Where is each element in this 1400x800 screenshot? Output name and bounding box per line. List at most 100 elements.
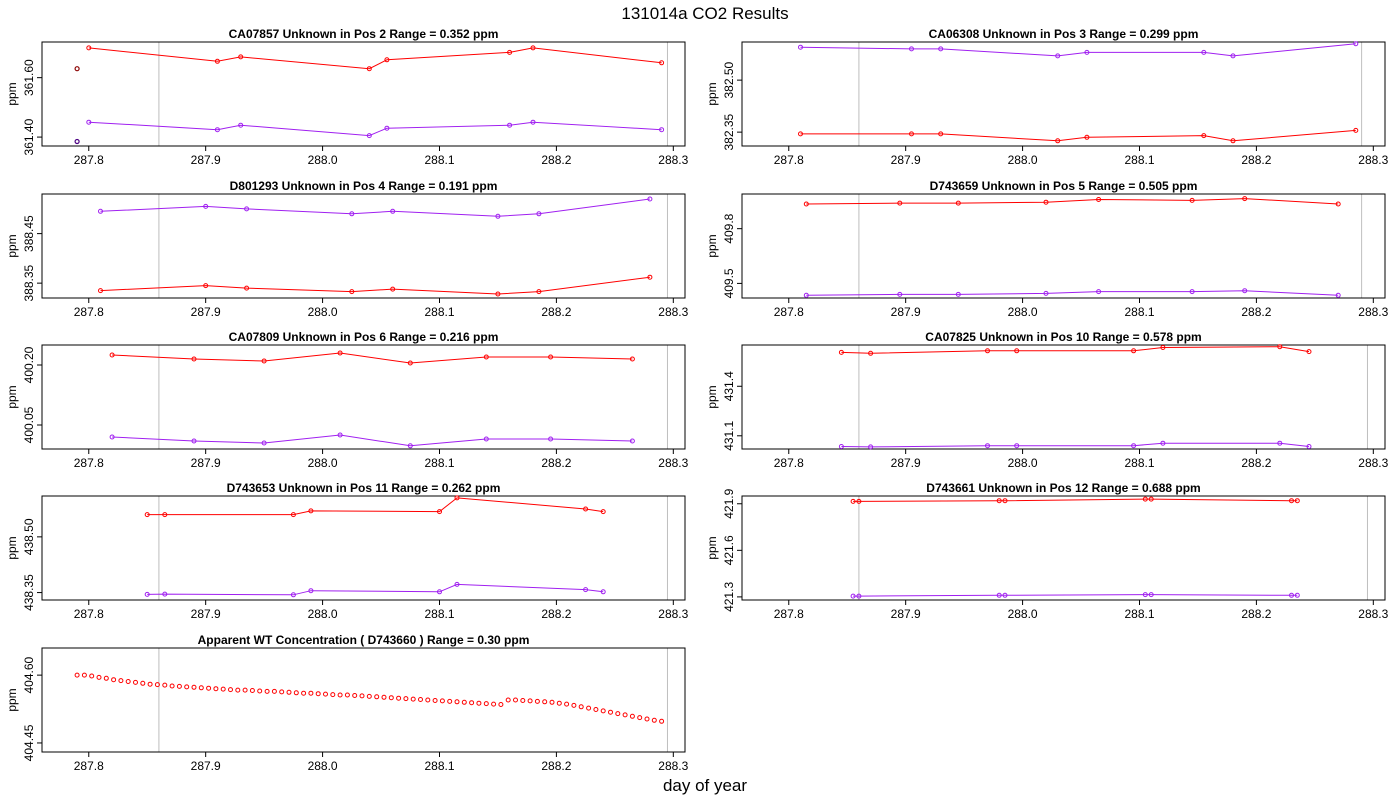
- panel-5-series-lower-point-3: [261, 440, 267, 446]
- panel-9-series-wt-point-65: [542, 699, 548, 705]
- panel-3-xtick-label-2: 287.9: [191, 305, 221, 319]
- panel-9-ytick-label-1: 404.45: [22, 724, 36, 761]
- panel-9-series-wt-point-76: [622, 712, 628, 718]
- panel-8-series-lower-point-6: [1148, 592, 1154, 598]
- panel-7-series-upper-point-2: [162, 512, 168, 518]
- panel-4: D743659 Unknown in Pos 5 Range = 0.505 p…: [705, 179, 1389, 319]
- panel-5-xtick-label-3: 288.0: [308, 456, 338, 470]
- panel-3-ytick-label-1: 388.35: [22, 264, 36, 301]
- panel-1-ytick-label-2: 361.60: [22, 59, 36, 96]
- panel-8-series-upper-line: [853, 498, 1298, 502]
- panel-7-xtick-label-3: 288.0: [308, 607, 338, 621]
- panel-9-series-wt-point-2: [81, 672, 87, 678]
- panel-4-series-upper-point-4: [1043, 199, 1049, 205]
- panel-3-series-upper-point-2: [203, 203, 209, 209]
- panel-6-series-upper-point-8: [1306, 349, 1312, 355]
- panel-9-xtick-label-5: 288.2: [541, 759, 571, 773]
- panel-4-series-lower-point-5: [1096, 289, 1102, 295]
- panel-1: CA07857 Unknown in Pos 2 Range = 0.352 p…: [5, 27, 689, 167]
- panel-6-xtick-label-5: 288.2: [1241, 456, 1271, 470]
- panel-5-series-lower-point-6: [483, 436, 489, 442]
- panel-1-series-lower-point-6: [507, 122, 513, 128]
- panel-7-series-lower-point-1: [144, 591, 150, 597]
- panel-9-series-wt-point-43: [381, 694, 387, 700]
- panel-9-ylabel: ppm: [5, 688, 19, 711]
- panel-5-series-lower-point-4: [337, 432, 343, 438]
- panel-9-series-wt-point-47: [410, 696, 416, 702]
- panel-6-series-lower-point-7: [1277, 440, 1283, 446]
- panel-6-series-upper-point-7: [1277, 344, 1283, 350]
- panel-4-series-upper-point-3: [955, 200, 961, 206]
- panel-4-xtick-label-6: 288.3: [1358, 305, 1388, 319]
- panel-3-series-lower-point-5: [390, 286, 396, 292]
- panel-4-series-lower-line: [806, 290, 1339, 296]
- panel-2-ytick-label-1: 382.35: [722, 113, 736, 150]
- panel-3-series-lower-point-7: [536, 289, 542, 295]
- panel-9-title: Apparent WT Concentration ( D743660 ) Ra…: [198, 633, 530, 647]
- panel-2-series-upper-point-4: [1055, 53, 1061, 59]
- panel-4-series-lower-point-3: [955, 291, 961, 297]
- panel-4-series-upper-point-2: [897, 200, 903, 206]
- panel-3: D801293 Unknown in Pos 4 Range = 0.191 p…: [5, 179, 689, 319]
- panel-3-series-upper-line: [100, 198, 650, 217]
- panel-2-series-upper-point-8: [1353, 41, 1359, 47]
- panel-7-series-lower-point-4: [308, 588, 314, 594]
- panel-9-series-wt-point-10: [140, 680, 146, 686]
- panel-5-series-upper-point-7: [548, 354, 554, 360]
- panel-7-ylabel: ppm: [5, 536, 19, 559]
- panel-9-series-wt-point-24: [242, 687, 248, 693]
- panel-7-series-upper-line: [147, 497, 604, 516]
- panel-9-series-wt-point-56: [476, 700, 482, 706]
- panel-9-xtick-label-2: 287.9: [191, 759, 221, 773]
- panel-8: D743661 Unknown in Pos 12 Range = 0.688 …: [705, 481, 1389, 621]
- panel-7-xtick-label-4: 288.1: [424, 607, 454, 621]
- panel-3-series-lower-point-3: [244, 285, 250, 291]
- panel-6-series-lower-point-2: [868, 444, 874, 450]
- panel-9-series-wt-point-78: [637, 715, 643, 721]
- panel-1-series-upper-point-6: [507, 49, 513, 55]
- panel-5-series-upper-point-2: [191, 356, 197, 362]
- panel-1-series-upper-point-5: [384, 57, 390, 63]
- panel-6-xtick-label-3: 288.0: [1008, 456, 1038, 470]
- panel-2-series-upper-line: [800, 43, 1356, 57]
- panel-2-series-upper-point-1: [798, 44, 803, 50]
- panel-2-series-lower-point-7: [1230, 138, 1236, 144]
- panel-7-title: D743653 Unknown in Pos 11 Range = 0.262 …: [227, 481, 501, 495]
- panel-8-series-upper-point-4: [1002, 498, 1008, 504]
- panel-8-series-lower-line: [853, 594, 1298, 597]
- panel-8-series-lower-point-4: [1002, 592, 1008, 598]
- panel-8-ytick-label-1: 421.3: [722, 582, 736, 612]
- panel-8-plot-box: [741, 495, 1386, 601]
- panel-4-series-upper-point-8: [1335, 201, 1341, 207]
- panel-3-xtick-label-4: 288.1: [424, 305, 454, 319]
- panel-9-series-wt-point-59: [498, 702, 504, 707]
- panel-7: D743653 Unknown in Pos 11 Range = 0.262 …: [5, 481, 689, 621]
- panel-6: CA07825 Unknown in Pos 10 Range = 0.578 …: [705, 330, 1389, 470]
- panel-9-series-wt-point-51: [439, 698, 445, 704]
- panel-9-ytick-label-2: 404.60: [22, 656, 36, 693]
- panel-1-title: CA07857 Unknown in Pos 2 Range = 0.352 p…: [229, 27, 499, 41]
- panel-2-xtick-label-5: 288.2: [1241, 153, 1271, 167]
- panel-7-series-lower-point-2: [162, 591, 168, 597]
- panel-9-series-wt-point-37: [337, 692, 343, 698]
- panel-1-xtick-label-6: 288.3: [658, 153, 688, 167]
- panel-4-xtick-label-1: 287.8: [774, 305, 804, 319]
- panel-3-xtick-label-5: 288.2: [541, 305, 571, 319]
- panel-6-series-upper-point-5: [1131, 348, 1137, 354]
- panel-9-xtick-label-4: 288.1: [424, 759, 454, 773]
- panel-5-series-lower-line: [112, 434, 633, 447]
- panel-9-series-wt-point-80: [651, 717, 657, 723]
- panel-9-series-wt-point-70: [578, 704, 584, 710]
- panel-5-series-upper-line: [112, 352, 633, 364]
- panel-3-series-upper-point-7: [536, 211, 542, 217]
- panel-7-series-lower-point-5: [437, 589, 442, 595]
- panel-9-series-wt-point-46: [403, 696, 409, 702]
- panel-9-series-wt-point-75: [615, 711, 621, 717]
- panel-9-series-wt-point-17: [191, 684, 197, 690]
- panel-2-xtick-label-4: 288.1: [1124, 153, 1154, 167]
- panel-3-xtick-label-3: 288.0: [308, 305, 338, 319]
- panel-9-series-wt-point-8: [125, 679, 131, 684]
- panel-6-series-lower-point-4: [1014, 443, 1020, 449]
- panel-9-xtick-label-6: 288.3: [658, 759, 688, 773]
